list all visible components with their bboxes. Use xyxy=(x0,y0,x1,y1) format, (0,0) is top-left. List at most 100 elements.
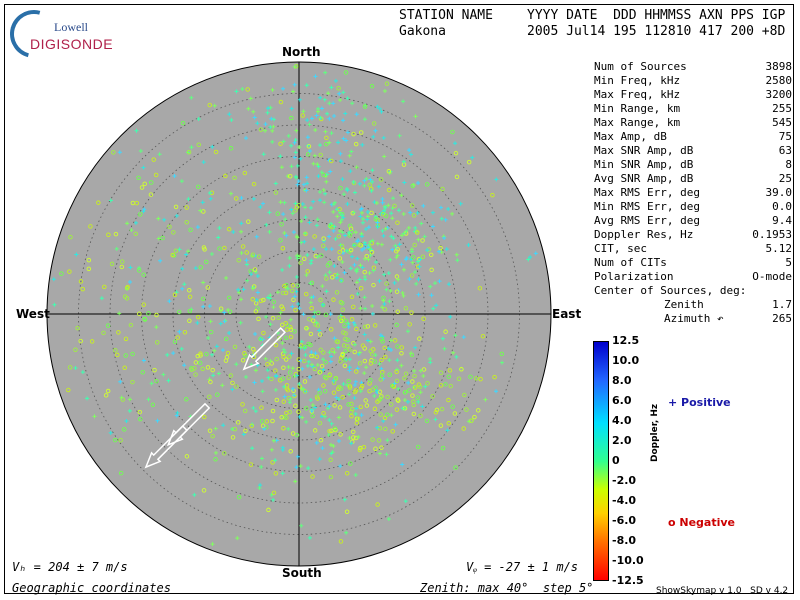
positive-point xyxy=(286,364,291,369)
positive-point xyxy=(118,379,123,384)
negative-point xyxy=(118,470,124,476)
positive-point xyxy=(282,384,287,389)
negative-point xyxy=(438,370,444,375)
negative-point xyxy=(325,263,331,268)
negative-point xyxy=(337,405,343,410)
positive-point xyxy=(396,277,401,282)
positive-point xyxy=(293,479,298,484)
negative-point xyxy=(245,87,250,92)
positive-point xyxy=(309,408,314,413)
negative-point xyxy=(331,297,336,302)
negative-point xyxy=(305,152,311,157)
positive-point xyxy=(370,168,375,173)
negative-point xyxy=(222,245,227,251)
positive-point xyxy=(340,177,345,182)
positive-point xyxy=(404,256,409,261)
positive-point xyxy=(271,497,276,502)
negative-point xyxy=(412,242,417,248)
stat-label: Avg SNR Amp, dB xyxy=(594,172,694,185)
positive-point xyxy=(335,207,340,212)
positive-point xyxy=(322,414,327,419)
positive-point xyxy=(323,129,328,134)
negative-point xyxy=(230,435,236,440)
positive-point xyxy=(300,415,305,420)
positive-point xyxy=(296,179,301,184)
negative-point xyxy=(395,247,400,252)
negative-point xyxy=(339,278,344,283)
positive-point xyxy=(374,201,379,206)
legend-positive: + Positive xyxy=(668,396,731,409)
negative-point xyxy=(331,390,337,395)
doppler-colorbar xyxy=(593,341,609,581)
negative-point xyxy=(292,329,297,334)
negative-point xyxy=(208,329,214,335)
positive-point xyxy=(355,239,360,244)
positive-point xyxy=(314,440,319,445)
negative-point xyxy=(253,309,259,314)
positive-point xyxy=(470,155,475,160)
positive-point xyxy=(343,111,348,116)
positive-point xyxy=(258,483,263,488)
negative-point xyxy=(321,411,326,416)
colorbar-tick-label: -6.0 xyxy=(612,514,637,527)
negative-point xyxy=(280,306,286,312)
positive-point xyxy=(405,329,410,334)
negative-point xyxy=(226,226,232,232)
negative-point xyxy=(357,447,363,453)
stat-value: 5.12 xyxy=(765,242,793,255)
positive-point xyxy=(346,230,351,235)
positive-point xyxy=(295,454,300,459)
stat-label: Max Amp, dB xyxy=(594,130,667,143)
negative-point xyxy=(88,224,93,229)
positive-point xyxy=(271,305,276,310)
positive-point xyxy=(329,354,334,359)
positive-point xyxy=(354,165,359,170)
negative-point xyxy=(336,384,342,390)
positive-point xyxy=(442,346,447,351)
negative-point xyxy=(321,172,326,178)
positive-point xyxy=(359,210,364,215)
negative-point xyxy=(357,242,362,248)
negative-point xyxy=(256,316,261,322)
positive-point xyxy=(266,375,271,380)
positive-point xyxy=(428,284,433,289)
positive-point xyxy=(526,257,531,262)
positive-point xyxy=(128,265,133,270)
positive-point xyxy=(332,350,337,355)
positive-point xyxy=(352,382,357,387)
positive-point xyxy=(365,210,370,215)
negative-point xyxy=(312,234,317,239)
positive-point xyxy=(357,350,362,355)
positive-point xyxy=(407,277,412,282)
stat-label: Max SNR Amp, dB xyxy=(594,144,694,157)
negative-point xyxy=(210,367,215,373)
negative-point xyxy=(385,412,390,417)
positive-point xyxy=(397,133,402,138)
negative-point xyxy=(170,252,175,258)
negative-point xyxy=(115,352,120,358)
positive-point xyxy=(331,378,336,383)
negative-point xyxy=(256,254,262,259)
negative-point xyxy=(187,318,192,324)
positive-point xyxy=(311,294,316,299)
positive-point xyxy=(345,96,350,101)
positive-point xyxy=(281,212,286,217)
positive-point xyxy=(267,210,272,215)
negative-point xyxy=(341,343,347,348)
positive-point xyxy=(289,207,294,212)
positive-point xyxy=(314,113,319,118)
negative-point xyxy=(350,210,356,216)
negative-point xyxy=(130,379,135,385)
positive-point xyxy=(368,253,373,258)
negative-point xyxy=(283,357,289,362)
negative-point xyxy=(189,367,195,372)
negative-point xyxy=(382,345,387,351)
positive-point xyxy=(359,413,364,418)
negative-point xyxy=(453,465,458,470)
positive-point xyxy=(290,366,295,371)
stat-label: Max Range, km xyxy=(594,116,681,129)
positive-point xyxy=(226,308,231,313)
positive-point xyxy=(290,211,295,216)
positive-point xyxy=(245,278,250,283)
positive-point xyxy=(308,300,313,305)
